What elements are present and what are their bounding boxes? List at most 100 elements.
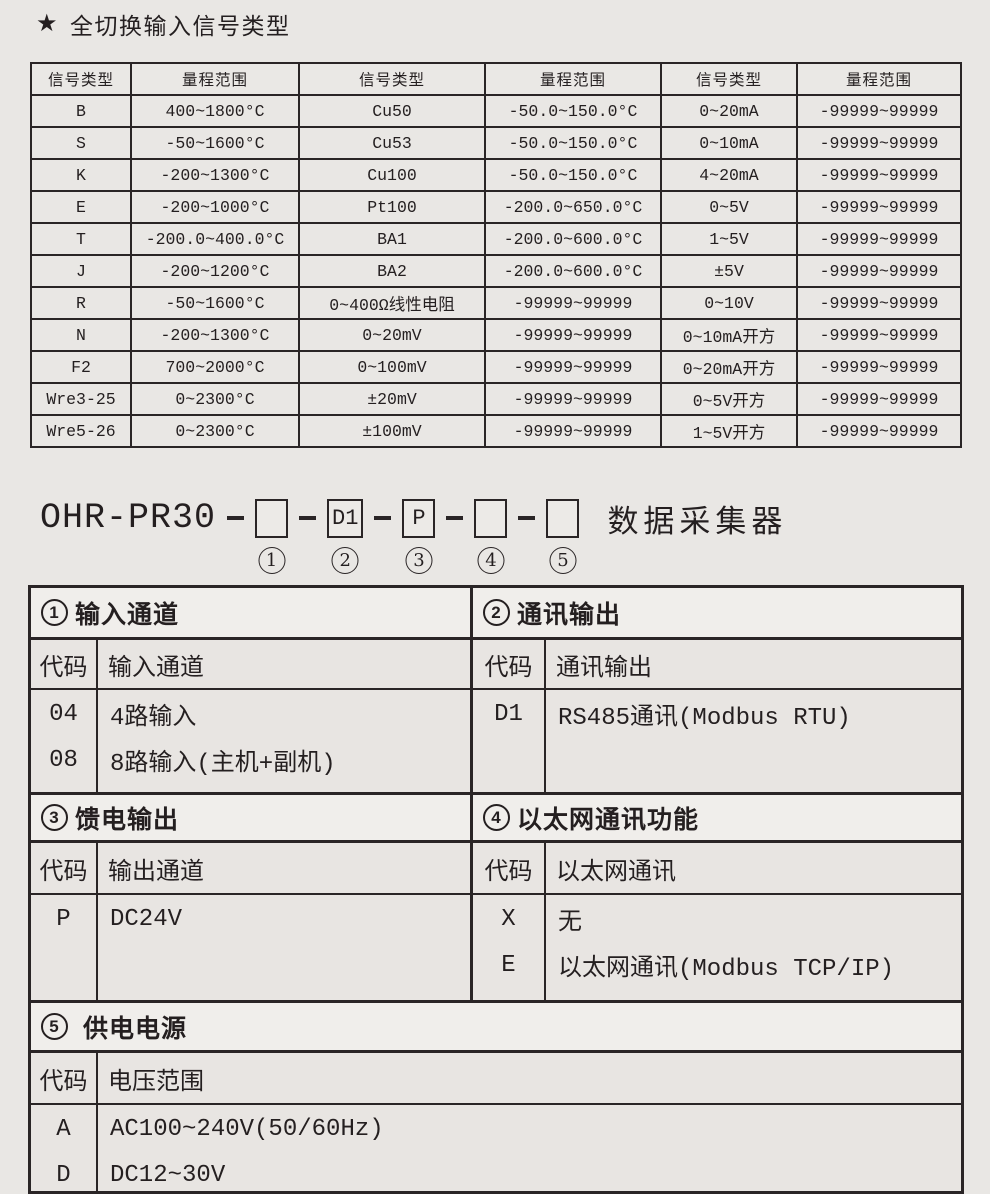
section-2-code-header: 代码 (473, 640, 546, 690)
table-cell: Cu50 (298, 94, 486, 128)
selection-table: 1 输入通道 2 通讯输出 代码 输入通道 代码 通讯输出 04 08 4路输入 8… (28, 585, 964, 1194)
table-cell: K (30, 158, 132, 192)
table-cell: 0~2300°C (130, 382, 300, 416)
column-header: 量程范围 (796, 62, 962, 96)
section-5-code-header: 代码 (31, 1053, 98, 1105)
circled-number-2-icon: 2 (331, 546, 359, 574)
entry-code: X (501, 905, 516, 933)
table-cell: 0~10V (660, 286, 798, 320)
page-title-text: 全切换输入信号类型 (70, 13, 291, 39)
table-cell: -50~1600°C (130, 286, 300, 320)
table-cell: 4~20mA (660, 158, 798, 192)
entry-desc: RS485通讯(Modbus RTU) (558, 705, 851, 732)
order-code-slot-2: D1 2 (327, 498, 364, 574)
section-1-code-header: 代码 (31, 640, 98, 690)
column-header: 量程范围 (130, 62, 300, 96)
section-1-desc-header: 输入通道 (98, 640, 473, 690)
table-row: E -200~1000°C Pt100 -200.0~650.0°C 0~5V -9999… (30, 190, 962, 224)
table-cell: -200~1300°C (130, 318, 300, 352)
dash (518, 516, 536, 520)
table-cell: -99999~99999 (796, 94, 962, 128)
table-cell: -200.0~400.0°C (130, 222, 300, 256)
circled-number-3-icon: 3 (41, 804, 68, 831)
table-cell: -99999~99999 (796, 190, 962, 224)
section-5-descs: AC100~240V(50/60Hz) DC12~30V (98, 1105, 961, 1191)
table-cell: -99999~99999 (796, 350, 962, 384)
order-code-value: P (412, 505, 426, 531)
table-cell: -99999~99999 (484, 318, 662, 352)
table-cell: -99999~99999 (796, 382, 962, 416)
table-cell: 0~20mA开方 (660, 350, 798, 384)
section-2-title: 通讯输出 (517, 600, 622, 629)
table-cell: -99999~99999 (796, 414, 962, 448)
section-3-codes: P (31, 895, 98, 1003)
dash (227, 516, 245, 520)
table-cell: -50.0~150.0°C (484, 158, 662, 192)
table-cell: -50.0~150.0°C (484, 94, 662, 128)
order-code-value: D1 (332, 505, 359, 531)
order-code-box-1 (255, 498, 289, 538)
table-cell: -200.0~600.0°C (484, 254, 662, 288)
section-5-desc-header: 电压范围 (98, 1053, 961, 1105)
table-row: T -200.0~400.0°C BA1 -200.0~600.0°C 1~5V -999… (30, 222, 962, 256)
section-5-title: 供电电源 (83, 1014, 188, 1043)
column-header: 量程范围 (484, 62, 662, 96)
entry-desc: DC24V (110, 905, 183, 933)
table-cell: -99999~99999 (796, 286, 962, 320)
order-code-slot-5: 5 (546, 498, 580, 574)
section-2-header: 2 通讯输出 (473, 588, 961, 640)
section-2-codes: D1 (473, 690, 546, 795)
section-1-descs: 4路输入 8路输入(主机+副机) (98, 690, 473, 795)
signal-range-table: 信号类型 量程范围 信号类型 量程范围 信号类型 量程范围 B 400~1800°… (30, 62, 962, 448)
circled-number-3-icon: 3 (405, 546, 433, 574)
table-cell: ±20mV (298, 382, 486, 416)
entry-desc: AC100~240V(50/60Hz) (110, 1115, 384, 1143)
table-cell: 0~10mA (660, 126, 798, 160)
entry-desc: DC12~30V (110, 1161, 226, 1189)
table-row: Wre3-25 0~2300°C ±20mV -99999~99999 0~5V开方 -9… (30, 382, 962, 416)
order-code-box-3: P (402, 498, 436, 538)
dash (374, 516, 392, 520)
table-row: J -200~1200°C BA2 -200.0~600.0°C ±5V -99999~9… (30, 254, 962, 288)
entry-code: 08 (49, 746, 78, 774)
circled-number-5-icon: 5 (549, 546, 577, 574)
section-1-header: 1 输入通道 (31, 588, 473, 640)
table-cell: -200.0~600.0°C (484, 222, 662, 256)
table-cell: BA2 (298, 254, 486, 288)
entry-desc: 8路输入(主机+副机) (110, 751, 336, 778)
table-cell: N (30, 318, 132, 352)
table-cell: -99999~99999 (796, 158, 962, 192)
table-row: S -50~1600°C Cu53 -50.0~150.0°C 0~10mA -99999… (30, 126, 962, 160)
section-4-descs: 无以太网通讯(Modbus TCP/IP) (546, 895, 961, 1003)
table-cell: -50~1600°C (130, 126, 300, 160)
table-row: R -50~1600°C 0~400Ω线性电阻 -99999~99999 0~10V -9… (30, 286, 962, 320)
entry-code: A (56, 1115, 71, 1143)
product-name: 数据采集器 (607, 503, 788, 539)
column-header: 信号类型 (298, 62, 486, 96)
section-3-header: 3 馈电输出 (31, 795, 473, 843)
table-cell: E (30, 190, 132, 224)
circled-number-1-icon: 1 (41, 599, 68, 626)
table-cell: -99999~99999 (796, 254, 962, 288)
section-5-header: 5 供电电源 (31, 1003, 961, 1053)
section-2-desc-header: 通讯输出 (546, 640, 961, 690)
section-3-descs: DC24V (98, 895, 473, 1003)
table-cell: -99999~99999 (796, 222, 962, 256)
section-3-title: 馈电输出 (75, 805, 180, 834)
table-cell: 400~1800°C (130, 94, 300, 128)
table-cell: 0~400Ω线性电阻 (298, 286, 486, 320)
table-cell: 0~5V开方 (660, 382, 798, 416)
entry-desc: 以太网通讯(Modbus TCP/IP) (558, 956, 895, 983)
table-cell: R (30, 286, 132, 320)
table-cell: -200~1300°C (130, 158, 300, 192)
table-cell: -99999~99999 (796, 318, 962, 352)
order-code-box-2: D1 (327, 498, 364, 538)
table-row: F2 700~2000°C 0~100mV -99999~99999 0~20mA开方 -… (30, 350, 962, 384)
section-1-codes: 04 08 (31, 690, 98, 795)
table-cell: 0~5V (660, 190, 798, 224)
table-cell: -99999~99999 (484, 414, 662, 448)
order-code-box-4 (474, 498, 508, 538)
